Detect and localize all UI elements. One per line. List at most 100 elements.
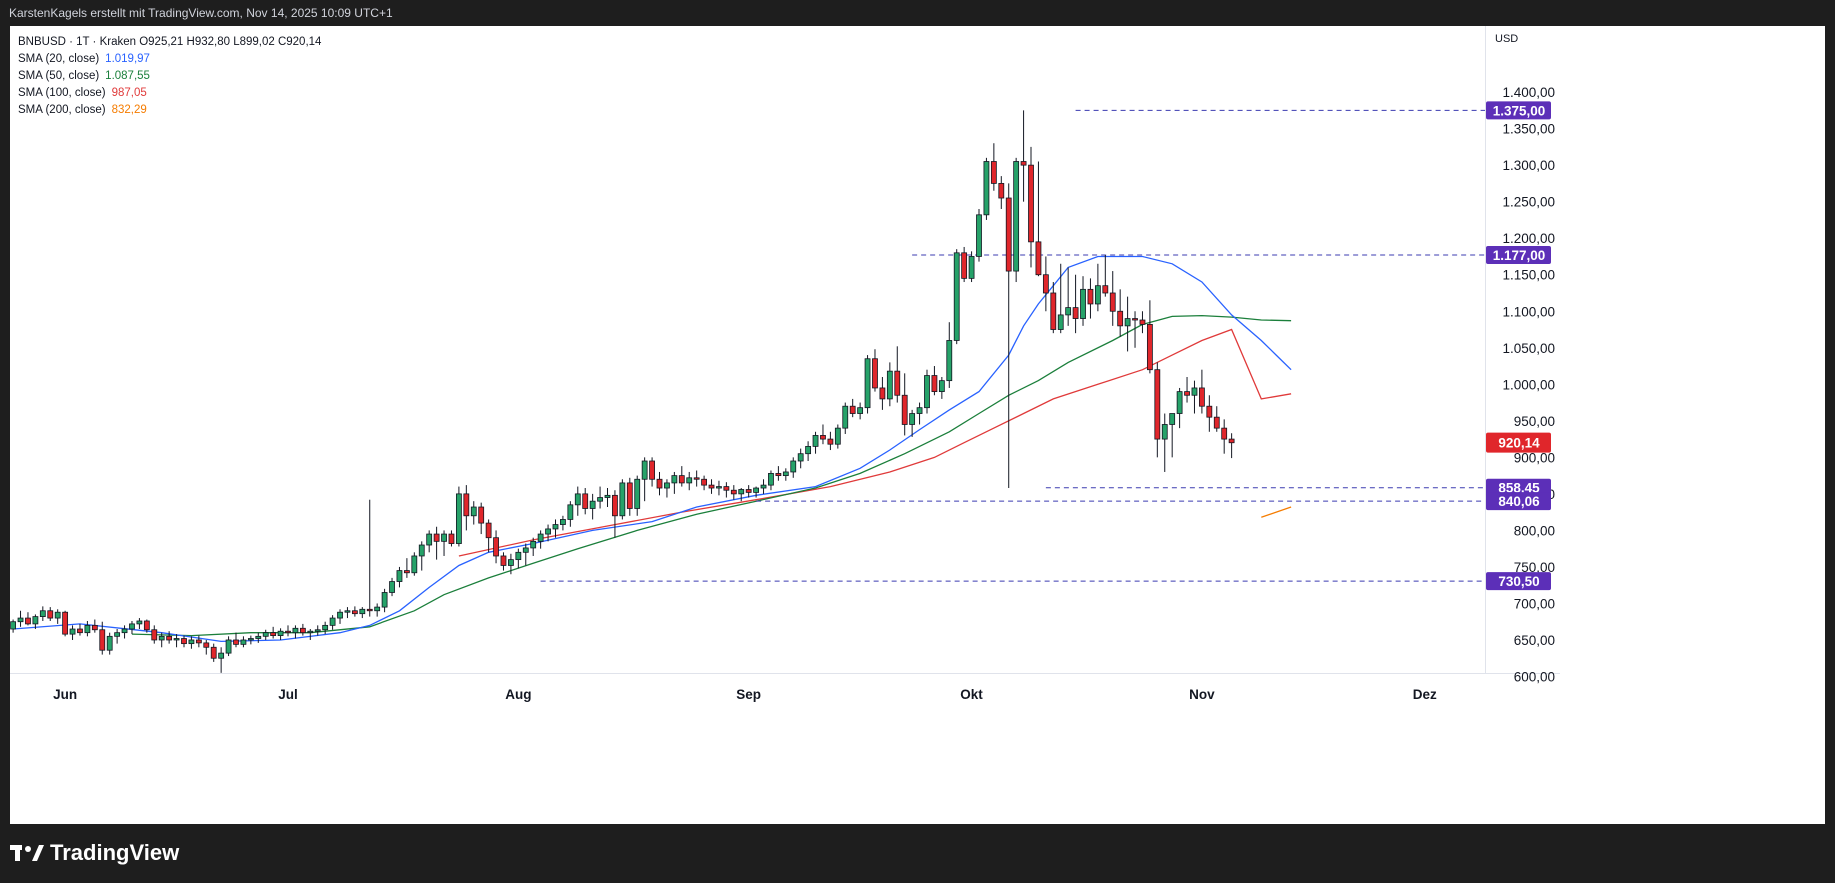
candle-body[interactable]	[686, 477, 693, 484]
candle-body[interactable]	[292, 627, 299, 634]
candle-body[interactable]	[121, 628, 128, 634]
sma200-line[interactable]	[1261, 506, 1292, 518]
candle-body[interactable]	[62, 611, 69, 635]
candle-body[interactable]	[1228, 438, 1235, 444]
candle-body[interactable]	[129, 623, 135, 630]
candle-body[interactable]	[1005, 197, 1012, 272]
candle-body[interactable]	[1184, 391, 1190, 396]
candle-body[interactable]	[1117, 310, 1124, 327]
level-price-badge[interactable]	[1486, 572, 1551, 591]
candle-body[interactable]	[671, 475, 678, 484]
legend-sma20[interactable]: SMA (20, close) 1.019,97	[18, 51, 321, 68]
candle-body[interactable]	[277, 630, 284, 636]
candle-body[interactable]	[463, 493, 470, 517]
candle-body[interactable]	[203, 642, 210, 648]
candle-body[interactable]	[77, 628, 83, 634]
candle-body[interactable]	[515, 551, 522, 561]
candle-body[interactable]	[1042, 274, 1049, 294]
candle-body[interactable]	[166, 635, 173, 641]
chart-panel[interactable]	[10, 26, 1825, 824]
candle-body[interactable]	[552, 524, 559, 530]
candle-body[interactable]	[976, 214, 982, 257]
last-price-badge[interactable]	[1486, 432, 1551, 453]
candle-body[interactable]	[1206, 405, 1213, 418]
candle-body[interactable]	[1161, 424, 1168, 440]
candle-body[interactable]	[47, 610, 54, 619]
candle-body[interactable]	[10, 621, 17, 630]
candle-body[interactable]	[270, 632, 277, 636]
candle-body[interactable]	[537, 533, 544, 542]
candle-body[interactable]	[1146, 323, 1153, 371]
level-price-badge[interactable]	[1486, 246, 1551, 265]
candle-body[interactable]	[604, 494, 611, 498]
candle-body[interactable]	[560, 519, 566, 525]
candle-body[interactable]	[612, 494, 618, 517]
candle-body[interactable]	[1057, 314, 1064, 330]
candle-body[interactable]	[1080, 288, 1086, 319]
candle-body[interactable]	[1139, 319, 1146, 325]
candle-body[interactable]	[381, 592, 388, 608]
candle-body[interactable]	[708, 484, 715, 489]
candle-body[interactable]	[768, 473, 774, 486]
candle-body[interactable]	[857, 407, 864, 414]
candle-body[interactable]	[478, 506, 485, 524]
candle-body[interactable]	[418, 544, 425, 557]
candle-body[interactable]	[69, 628, 76, 635]
candle-body[interactable]	[255, 635, 262, 639]
candle-body[interactable]	[366, 608, 373, 612]
candle-body[interactable]	[797, 453, 804, 462]
candle-body[interactable]	[701, 478, 707, 486]
candle-body[interactable]	[314, 629, 321, 632]
candle-body[interactable]	[805, 445, 812, 455]
candle-body[interactable]	[886, 370, 893, 400]
candle-body[interactable]	[1050, 292, 1057, 330]
candle-body[interactable]	[359, 608, 366, 615]
candle-body[interactable]	[493, 537, 499, 557]
candle-body[interactable]	[1169, 413, 1176, 425]
candle-body[interactable]	[1199, 387, 1205, 407]
candle-body[interactable]	[1065, 307, 1072, 316]
candle-body[interactable]	[693, 477, 700, 480]
candle-body[interactable]	[1087, 288, 1094, 305]
sma50-line[interactable]	[131, 314, 1292, 637]
candle-body[interactable]	[307, 630, 314, 634]
candle-body[interactable]	[574, 493, 581, 506]
candle-body[interactable]	[470, 506, 477, 517]
candle-body[interactable]	[173, 638, 180, 641]
candle-body[interactable]	[426, 533, 433, 546]
candle-body[interactable]	[1072, 307, 1079, 319]
candle-body[interactable]	[262, 632, 269, 637]
candle-body[interactable]	[730, 489, 737, 495]
candle-body[interactable]	[485, 522, 492, 539]
candle-body[interactable]	[716, 486, 722, 489]
candle-body[interactable]	[374, 606, 381, 612]
candle-body[interactable]	[218, 652, 225, 659]
candle-body[interactable]	[530, 540, 537, 549]
candle-body[interactable]	[849, 405, 856, 414]
candle-body[interactable]	[329, 617, 336, 626]
candle-body[interactable]	[626, 482, 633, 509]
candle-body[interactable]	[106, 635, 113, 651]
candle-body[interactable]	[753, 487, 759, 493]
tradingview-logo[interactable]: TradingView	[10, 840, 179, 866]
candle-body[interactable]	[188, 639, 195, 645]
candle-body[interactable]	[1035, 241, 1042, 276]
candle-body[interactable]	[1124, 318, 1131, 327]
candle-body[interactable]	[1028, 164, 1034, 243]
candle-body[interactable]	[641, 460, 648, 480]
candle-body[interactable]	[181, 638, 187, 645]
candle-body[interactable]	[1191, 387, 1198, 396]
candle-body[interactable]	[745, 489, 752, 493]
candle-body[interactable]	[664, 482, 670, 489]
candle-body[interactable]	[84, 624, 91, 634]
candle-body[interactable]	[820, 435, 826, 440]
candle-body[interactable]	[738, 489, 745, 495]
candle-body[interactable]	[1109, 292, 1116, 312]
candle-body[interactable]	[396, 570, 403, 582]
price-chart[interactable]: USD600,00650,00700,00750,00800,00850,009…	[10, 26, 1825, 824]
candle-body[interactable]	[143, 620, 150, 631]
candle-body[interactable]	[597, 497, 603, 502]
candle-body[interactable]	[879, 387, 886, 400]
candle-body[interactable]	[1020, 161, 1027, 166]
candle-body[interactable]	[678, 475, 685, 484]
